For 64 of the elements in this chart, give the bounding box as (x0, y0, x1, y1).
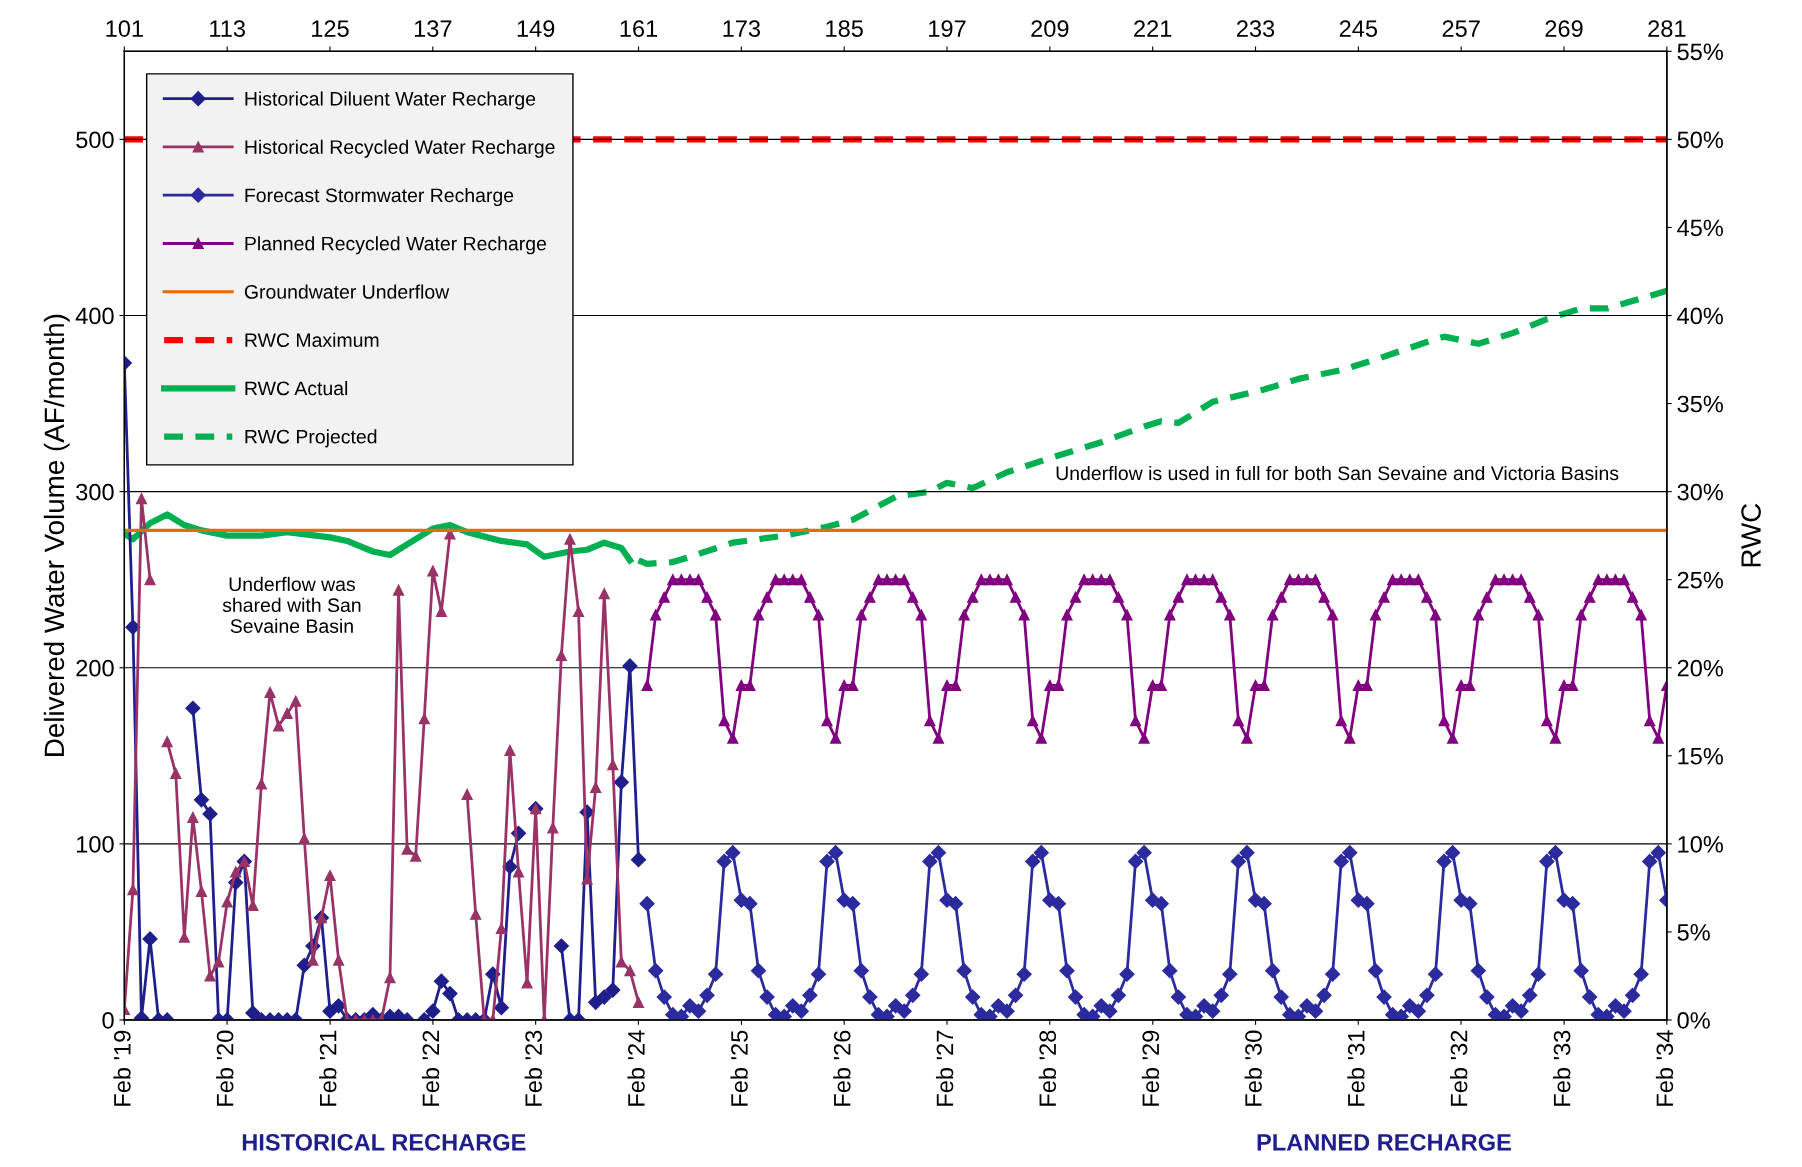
x-tick-label: 245 (1339, 20, 1378, 37)
annotation: Underflow is used in full for both San Sevaine and Victoria Basins (1056, 465, 1619, 481)
x-tick-label: 149 (517, 20, 555, 37)
x2-tick-label: Feb '33 (1553, 1030, 1571, 1106)
x-tick-label: 197 (929, 20, 966, 37)
y2-tick-label: 10% (1678, 835, 1723, 853)
y-tick-label: 400 (75, 307, 114, 325)
y-tick-label: 500 (76, 131, 114, 149)
x-tick-label: 173 (723, 20, 760, 37)
y2-tick-label: 0% (1677, 1012, 1710, 1029)
y2-tick-label: 5% (1677, 924, 1710, 941)
legend-label: RWC Maximum (245, 332, 379, 348)
x-tick-label: 209 (1031, 20, 1069, 37)
x2-tick-label: Feb '27 (935, 1030, 954, 1106)
y2-tick-label: 45% (1677, 219, 1723, 237)
x-tick-label: 101 (106, 20, 143, 37)
x2-tick-label: Feb '29 (1141, 1030, 1160, 1106)
legend-label: RWC Projected (245, 429, 377, 448)
x-tick-label: 233 (1237, 20, 1275, 37)
y2-tick-label: 15% (1678, 747, 1723, 765)
x2-tick-label: Feb '19 (113, 1030, 131, 1106)
y-axis-title: Delivered Water Volume (AF/month) (43, 314, 70, 756)
legend-label: Historical Diluent Water Recharge (245, 91, 536, 110)
x-tick-label: 269 (1545, 20, 1583, 37)
y2-tick-label: 55% (1677, 43, 1723, 61)
x-tick-label: 125 (312, 20, 349, 37)
y2-axis-title: RWC (1741, 503, 1761, 567)
x2-tick-label: Feb '20 (216, 1030, 234, 1106)
x2-tick-label: Feb '24 (627, 1030, 645, 1106)
x2-tick-label: Feb '23 (524, 1030, 542, 1106)
x2-tick-label: Feb '22 (421, 1030, 440, 1106)
y2-tick-label: 40% (1677, 307, 1723, 325)
legend-label: Forecast Stormwater Recharge (245, 187, 514, 207)
x-tick-label: 185 (826, 20, 863, 37)
text: HISTORICAL RECHARGE (242, 1133, 526, 1151)
legend-label: Groundwater Underflow (244, 284, 450, 299)
y-tick-label: 300 (76, 483, 114, 501)
y2-tick-label: 25% (1677, 571, 1723, 589)
y2-tick-label: 20% (1677, 659, 1723, 677)
x2-tick-label: Feb '30 (1244, 1030, 1262, 1106)
y2-tick-label: 50% (1677, 131, 1723, 149)
text: PLANNED RECHARGE (1257, 1133, 1511, 1151)
y2-tick-label: 30% (1677, 483, 1723, 501)
x2-tick-label: Feb '21 (319, 1030, 337, 1106)
x2-tick-label: Feb '34 (1655, 1030, 1674, 1106)
x2-tick-label: Feb '28 (1038, 1030, 1057, 1106)
x2-tick-label: Feb '26 (833, 1030, 851, 1106)
x2-tick-label: Feb '31 (1347, 1030, 1365, 1106)
x2-tick-label: Feb '32 (1450, 1030, 1468, 1106)
legend-label: RWC Actual (245, 381, 348, 396)
legend-label: Historical Recycled Water Recharge (245, 139, 555, 158)
x-tick-label: 257 (1442, 20, 1480, 37)
x2-tick-label: Feb '25 (730, 1030, 748, 1106)
y-tick-label: 100 (77, 835, 114, 853)
x-tick-label: 281 (1648, 20, 1686, 37)
x-tick-label: 137 (414, 20, 452, 37)
annotation: Underflow was shared with San Sevaine Basin (222, 576, 361, 633)
x-tick-label: 161 (620, 20, 658, 37)
y2-tick-label: 35% (1677, 395, 1723, 413)
legend-label: Planned Recycled Water Recharge (245, 236, 547, 255)
y-tick-label: 0 (102, 1012, 114, 1029)
y-tick-label: 200 (76, 659, 114, 677)
x-tick-label: 221 (1134, 20, 1172, 37)
x-tick-label: 113 (210, 20, 245, 37)
